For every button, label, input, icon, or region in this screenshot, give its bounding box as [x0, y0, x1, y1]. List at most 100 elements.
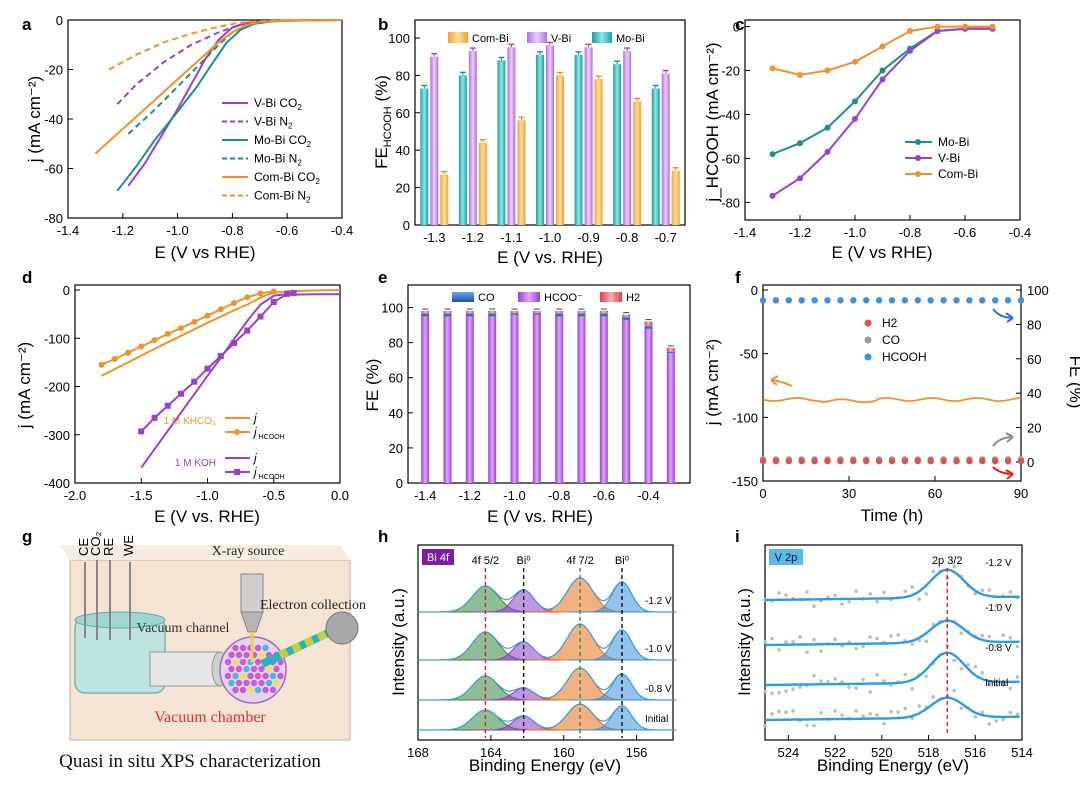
atom [254, 658, 262, 666]
electrode-labels: CE CO₂ RE WE [76, 531, 136, 556]
legend-label: j HCOOH [252, 425, 285, 441]
bar-co [666, 351, 675, 354]
schematic-caption: Quasi in situ XPS characterization [59, 751, 321, 772]
panel-e-legend: CO HCOO⁻ H2 [452, 292, 640, 304]
raw-data-point [875, 672, 879, 677]
x-tick-label: -1.1 [500, 230, 522, 245]
bar-mo-bi [420, 88, 429, 226]
x-tick-label: -1.2 [462, 230, 484, 245]
atom [224, 658, 232, 666]
raw-data-point [819, 711, 823, 715]
raw-data-point [917, 704, 921, 708]
y-tick-label: -80 [721, 195, 740, 210]
raw-data-point [805, 723, 809, 728]
data-point [824, 148, 831, 155]
panel-d-ticks: -2.0 -1.5 -1.0 -0.5 0.0 0 -100 -200 -300 -400 [44, 283, 349, 503]
fe-point-h2 [824, 457, 831, 465]
panel-e-ticks: 0 20 40 60 80 100 -1.4 -1.2 -1.0 -0.8 -0.6 -0.4 [381, 301, 659, 503]
arrow-h2-head [1005, 469, 1014, 480]
legend-label: Com-Bi CO2 [254, 170, 320, 186]
legend-label-j: j [252, 465, 257, 479]
peak-label: 4f 7/2 [566, 555, 594, 567]
panel-f-ylabel: j (mA cm⁻²) [703, 339, 722, 426]
y-tick-label: -20 [721, 64, 740, 79]
panel-a-lsv-chart: -1.4 -1.2 -1.0 -0.8 -0.6 -0.4 0 -20 -40 -60 -80 E … [25, 13, 353, 262]
panel-h-frame [417, 544, 674, 741]
data-point [852, 58, 858, 65]
data-point [217, 306, 224, 313]
legend-label-sub: 2 [315, 177, 320, 186]
bar-co [443, 312, 452, 317]
panel-c-partial-current-chart: -1.4 -1.2 -1.0 -0.8 -0.6 -0.4 0 -20 -40 -60 -80 Mo… [703, 19, 1031, 262]
electrode-label-co2: CO₂ [88, 531, 103, 556]
data-point [797, 140, 803, 147]
y-tick-label: 0 [63, 283, 70, 298]
panel-i-xlabel: Binding Energy (eV) [817, 756, 969, 775]
raw-data-point [889, 634, 893, 638]
atom [243, 665, 250, 673]
raw-data-point [784, 710, 788, 715]
y-tick-label: 20 [396, 181, 410, 196]
legend-label-sub: HCOOH [257, 434, 285, 441]
raw-data-point [812, 723, 816, 728]
fe-point-h2 [863, 457, 870, 465]
raw-data-point [777, 690, 781, 695]
atom [243, 679, 250, 687]
fe-point-h2 [1004, 457, 1012, 465]
vacuum-chamber-top [60, 545, 350, 560]
bar-co [555, 312, 564, 317]
raw-data-point [875, 599, 879, 604]
panel-i-v2p-xps: V 2p 524 522 520 518 516 514 -1.2 V -1.0 V -0.8… [735, 544, 1033, 775]
x-tick-label: 60 [928, 486, 942, 501]
fe-point-hcooh [824, 297, 831, 304]
panel-i-ylabel: Intensity (a.u.) [735, 588, 754, 696]
raw-data-point [952, 658, 957, 663]
raw-data-point [980, 710, 985, 714]
atom [247, 686, 254, 694]
data-point [290, 289, 297, 296]
bar-hcoo [555, 316, 564, 483]
raw-data-point [798, 685, 802, 689]
data-point [178, 390, 184, 397]
bar-h2 [510, 311, 519, 313]
raw-data-point [994, 683, 999, 688]
raw-data-point [959, 706, 964, 710]
potential-label: -0.8 V [985, 643, 1012, 654]
bar-co [532, 312, 541, 315]
legend-swatch [448, 32, 468, 43]
legend-label: Mo-Bi [938, 135, 969, 149]
legend-marker [915, 155, 921, 161]
y-tick-label: 40 [396, 143, 410, 158]
x-tick-label: -0.7 [655, 230, 677, 245]
series-line-mo-bi-co2 [116, 19, 343, 192]
raw-data-point [1015, 712, 1020, 717]
bar-mo-bi [574, 54, 583, 225]
raw-data-point [987, 722, 992, 726]
fitted-spectrum [765, 619, 1020, 647]
y-tick-label: 0 [751, 283, 758, 298]
raw-data-point [931, 695, 936, 699]
data-point [257, 313, 264, 320]
panel-a-ylabel: j (mA cm⁻²) [25, 76, 44, 163]
legend-label: j [252, 411, 257, 425]
spectrum-envelope [418, 623, 673, 661]
panel-c-ticks: -1.4 -1.2 -1.0 -0.8 -0.6 -0.4 0 -20 -40 -60 -80 [721, 20, 1031, 240]
atom [258, 679, 265, 687]
legend-swatch [452, 292, 474, 302]
legend-label: H2 [882, 316, 898, 330]
data-point [284, 290, 290, 297]
arrow-co-head [1005, 432, 1014, 443]
data-point [769, 192, 776, 199]
legend-label-sub: 2 [307, 140, 312, 149]
bar-v-bi [430, 56, 439, 226]
raw-data-point [875, 636, 879, 641]
panel-i-title-badge [769, 549, 803, 565]
x-tick-label: 0.0 [331, 488, 349, 503]
panel-label-c: c [735, 15, 744, 34]
data-point [164, 330, 171, 337]
fe-point-hcooh [888, 297, 896, 304]
bar-co [510, 312, 519, 315]
bar-co [622, 316, 631, 320]
atom [273, 679, 280, 687]
